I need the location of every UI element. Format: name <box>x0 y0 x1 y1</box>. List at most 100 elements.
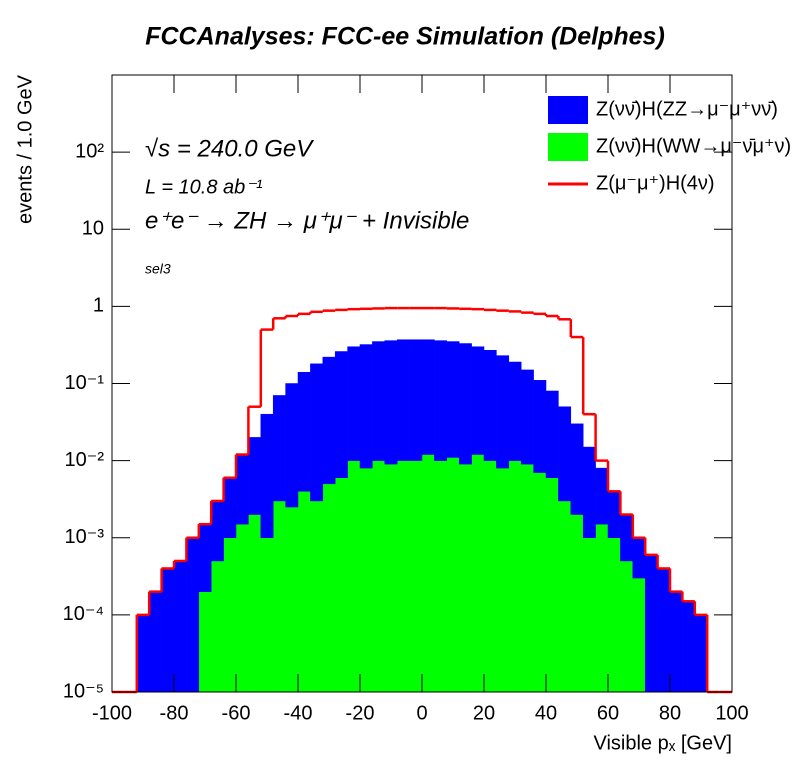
legend-swatch <box>548 133 588 161</box>
histogram-bar <box>632 577 646 693</box>
histogram-bar <box>148 591 162 693</box>
histogram-bar <box>545 477 559 693</box>
histogram-bar <box>272 500 286 693</box>
histogram-bar <box>248 514 262 693</box>
histogram-bar <box>570 514 584 693</box>
histogram-bar <box>210 560 224 693</box>
x-tick-label: -40 <box>284 702 313 724</box>
annotation: e⁺e⁻ → ZH → μ⁺μ⁻ + Invisible <box>145 207 469 234</box>
histogram-bar <box>334 351 348 478</box>
y-tick-label: 10⁻⁴ <box>63 603 104 625</box>
y-tick-label: 10² <box>75 140 104 162</box>
histogram-bar <box>359 467 373 693</box>
histogram-bar <box>682 601 696 693</box>
histogram-bar <box>310 363 324 502</box>
histogram-bar <box>372 341 386 461</box>
histogram-bar <box>322 356 336 485</box>
histogram-bar <box>285 383 299 508</box>
histogram-bar <box>396 339 410 461</box>
histogram-bar <box>483 349 497 461</box>
y-tick-label: 10⁻² <box>65 449 105 471</box>
histogram-bar <box>260 413 274 539</box>
legend-swatch <box>548 96 588 124</box>
annotation: L = 10.8 ab⁻¹ <box>145 176 263 198</box>
histogram-bar <box>483 460 497 693</box>
x-tick-label: 0 <box>416 702 427 724</box>
histogram-bar <box>421 339 435 455</box>
histogram-bar <box>409 339 423 461</box>
histogram-bar <box>471 454 485 693</box>
chart-title: FCCAnalyses: FCC-ee Simulation (Delphes) <box>145 23 665 51</box>
histogram-bar <box>458 463 472 693</box>
x-tick-label: -100 <box>92 702 132 724</box>
histogram-bar <box>496 355 510 469</box>
x-tick-label: -60 <box>222 702 251 724</box>
histogram-bar <box>198 591 212 693</box>
histogram-bar <box>458 343 472 465</box>
histogram-bar <box>396 460 410 693</box>
y-tick-label: 10 <box>82 218 104 240</box>
histogram-bar <box>198 523 212 592</box>
x-tick-label: 60 <box>597 702 619 724</box>
histogram-bar <box>260 537 274 693</box>
histogram-bar <box>595 523 609 693</box>
x-axis-label: Visible pₓ [GeV] <box>594 732 733 754</box>
histogram-bar <box>434 460 448 693</box>
histogram-bar <box>508 361 522 461</box>
annotation: √s = 240.0 GeV <box>145 135 314 162</box>
histogram-bar <box>446 457 460 693</box>
legend-label: Z(μ⁻μ⁺)H(4ν) <box>596 172 715 194</box>
histogram-bar <box>471 346 485 455</box>
histogram-bar <box>582 446 596 539</box>
histogram-bar <box>223 477 237 538</box>
histogram-bar <box>533 472 547 693</box>
histogram-bar <box>496 467 510 693</box>
histogram-bar <box>595 467 609 525</box>
histogram-bar <box>620 514 634 562</box>
histogram-bar <box>223 537 237 693</box>
histogram-bar <box>235 523 249 693</box>
x-tick-label: 80 <box>659 702 681 724</box>
histogram-bar <box>161 568 175 693</box>
histogram-bar <box>372 460 386 693</box>
y-tick-label: 10⁻⁵ <box>63 680 104 702</box>
histogram-bar <box>520 463 534 693</box>
legend-label: Z(νν̄)H(WW→μ⁻ν̄μ⁺ν) <box>596 135 791 157</box>
histogram-bar <box>607 491 621 539</box>
histogram-bar <box>533 380 547 473</box>
x-tick-label: -80 <box>160 702 189 724</box>
histogram-bar <box>347 460 361 693</box>
x-tick-label: 100 <box>715 702 748 724</box>
histogram-bar <box>669 591 683 693</box>
histogram-bar <box>285 506 299 693</box>
histogram-bar <box>297 371 311 492</box>
histogram-bar <box>136 614 150 693</box>
histogram-bar <box>272 395 286 502</box>
histogram-bar <box>620 560 634 693</box>
histogram-bar <box>508 460 522 693</box>
histogram-bar <box>235 454 249 525</box>
annotation: sel3 <box>145 261 171 277</box>
histogram-bar <box>421 454 435 693</box>
histogram-bar <box>632 537 646 579</box>
histogram-bar <box>347 346 361 461</box>
x-tick-label: 40 <box>535 702 557 724</box>
plot-area <box>112 306 732 694</box>
histogram-bar <box>446 341 460 458</box>
x-tick-label: 20 <box>473 702 495 724</box>
histogram-bar <box>657 568 671 693</box>
histogram-bar <box>558 406 572 502</box>
histogram-bar <box>384 340 398 465</box>
histogram-bar <box>409 460 423 693</box>
histogram-bar <box>334 477 348 693</box>
histogram-bar <box>520 369 534 465</box>
histogram-bar <box>384 463 398 693</box>
histogram-bar <box>297 491 311 693</box>
y-tick-label: 1 <box>93 295 104 317</box>
y-tick-label: 10⁻¹ <box>65 372 105 394</box>
histogram-bar <box>558 500 572 693</box>
histogram-bar <box>644 554 658 693</box>
histogram-bar <box>434 340 448 461</box>
